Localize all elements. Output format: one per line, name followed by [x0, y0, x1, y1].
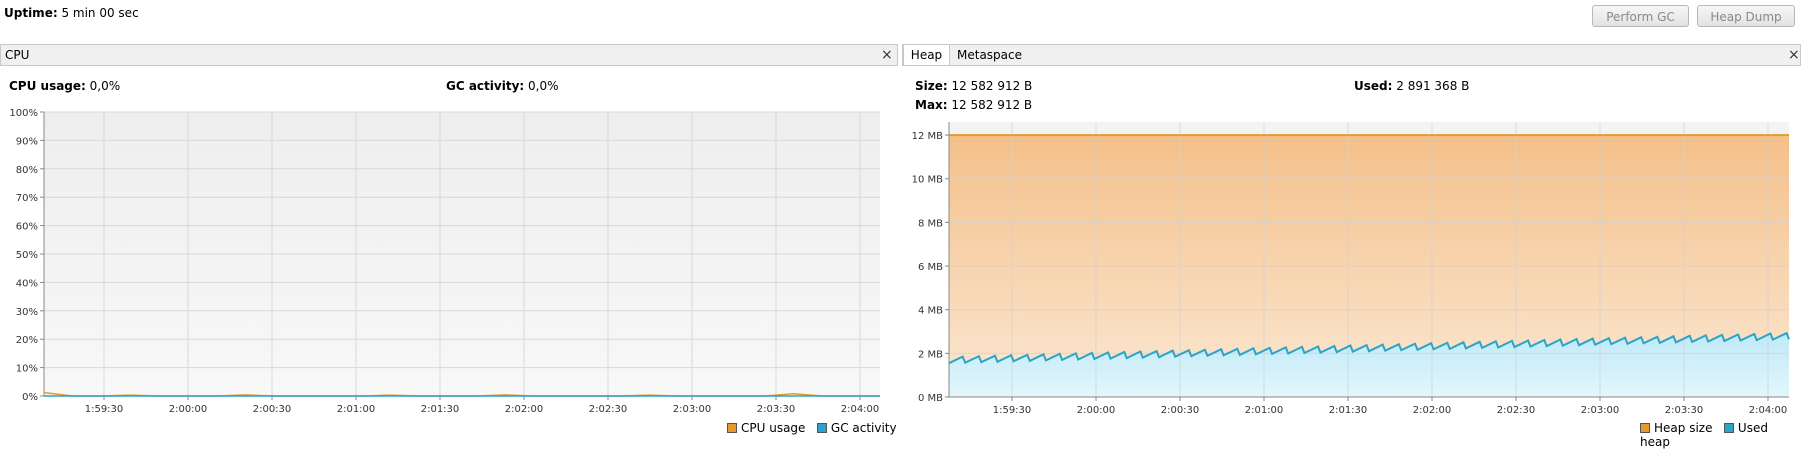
heap-x-tick-label: 2:00:00	[1077, 405, 1116, 416]
gc-activity-label: GC activity:	[446, 79, 525, 93]
cpu-y-tick-label: 100%	[9, 108, 38, 119]
heap-used-value: 2 891 368 B	[1396, 79, 1470, 93]
heap-max-value: 12 582 912 B	[951, 98, 1033, 112]
cpu-x-tick-label: 2:04:00	[841, 404, 880, 415]
used-heap-legend-swatch	[1723, 423, 1734, 433]
heap-size-value: 12 582 912 B	[951, 79, 1033, 93]
uptime-label: Uptime:	[4, 6, 58, 20]
cpu-x-tick-label: 1:59:30	[85, 404, 124, 415]
used-heap-legend-label: Used heap	[1640, 421, 1768, 449]
cpu-usage-row: CPU usage: 0,0%	[9, 79, 120, 93]
heap-x-tick-label: 2:01:30	[1329, 405, 1368, 416]
uptime-row: Uptime: 5 min 00 sec	[4, 6, 139, 20]
cpu-panel-header: CPU ×	[0, 44, 898, 66]
uptime-value: 5 min 00 sec	[61, 6, 139, 20]
heap-used-row: Used: 2 891 368 B	[1354, 79, 1469, 93]
heap-chart: 0 MB 2 MB 4 MB 6 MB 8 MB 10 MB 12 MB 1:59:30 2:0…	[912, 122, 1790, 416]
cpu-y-tick-label: 50%	[16, 250, 38, 261]
perform-gc-button[interactable]: Perform GC	[1592, 5, 1689, 27]
heap-x-tick-label: 2:03:30	[1665, 405, 1704, 416]
cpu-y-tick-label: 60%	[16, 222, 38, 233]
heap-y-tick-label: 8 MB	[918, 218, 943, 229]
cpu-chart: 0% 10% 20% 30% 40% 50% 60% 70% 80% 90% 100% 1:59:30…	[9, 108, 880, 415]
heap-max-label: Max:	[915, 98, 948, 112]
cpu-usage-legend-label: CPU usage	[741, 421, 806, 435]
heap-dump-button[interactable]: Heap Dump	[1697, 5, 1795, 27]
cpu-x-tick-label: 2:03:00	[673, 404, 712, 415]
heap-x-tick-label: 2:04:00	[1749, 405, 1788, 416]
heap-legend: Heap size Used heap	[1640, 421, 1801, 449]
gc-activity-value: 0,0%	[528, 79, 559, 93]
memory-panel-close-icon[interactable]: ×	[1788, 47, 1800, 63]
cpu-y-tick-label: 30%	[16, 307, 38, 318]
heap-x-tick-label: 2:02:30	[1497, 405, 1536, 416]
tab-heap[interactable]: Heap	[903, 45, 950, 65]
cpu-y-tick-label: 40%	[16, 278, 38, 289]
heap-y-tick-label: 2 MB	[918, 349, 943, 360]
cpu-x-tick-label: 2:03:30	[757, 404, 796, 415]
gc-activity-legend-label: GC activity	[830, 421, 897, 435]
cpu-y-tick-label: 10%	[16, 364, 38, 375]
heap-x-tick-label: 1:59:30	[993, 405, 1032, 416]
heap-y-tick-label: 6 MB	[918, 262, 943, 273]
cpu-x-tick-label: 2:02:00	[505, 404, 544, 415]
tab-metaspace[interactable]: Metaspace	[957, 48, 1022, 62]
heap-size-legend-label: Heap size	[1654, 421, 1713, 435]
heap-x-tick-label: 2:00:30	[1161, 405, 1200, 416]
cpu-panel-close-icon[interactable]: ×	[881, 47, 893, 63]
heap-size-label: Size:	[915, 79, 948, 93]
cpu-y-tick-label: 70%	[16, 193, 38, 204]
cpu-usage-label: CPU usage:	[9, 79, 86, 93]
cpu-panel-title: CPU	[5, 48, 30, 62]
gc-activity-legend-swatch	[816, 423, 827, 433]
heap-size-row: Size: 12 582 912 B	[915, 79, 1032, 93]
cpu-x-tick-label: 2:00:30	[253, 404, 292, 415]
memory-panel-header: Heap Metaspace ×	[902, 44, 1801, 66]
heap-y-tick-label: 4 MB	[918, 306, 943, 317]
used-heap-line	[948, 331, 1790, 365]
cpu-y-tick-label: 90%	[16, 136, 38, 147]
heap-y-tick-label: 12 MB	[912, 131, 944, 142]
gc-activity-row: GC activity: 0,0%	[446, 79, 559, 93]
heap-y-tick-label: 0 MB	[918, 393, 943, 404]
heap-x-tick-label: 2:01:00	[1245, 405, 1284, 416]
cpu-usage-legend-swatch	[727, 423, 737, 433]
heap-size-legend-swatch	[1640, 423, 1650, 433]
cpu-y-tick-label: 80%	[16, 165, 38, 176]
cpu-usage-value: 0,0%	[89, 79, 121, 93]
cpu-x-tick-label: 2:01:00	[337, 404, 376, 415]
cpu-legend: CPU usage GC activity	[727, 421, 897, 435]
heap-used-label: Used:	[1354, 79, 1393, 93]
used-heap-area	[949, 333, 1789, 397]
heap-x-tick-label: 2:02:00	[1413, 405, 1452, 416]
heap-y-tick-label: 10 MB	[912, 175, 944, 186]
heap-max-row: Max: 12 582 912 B	[915, 98, 1032, 112]
cpu-y-tick-label: 20%	[16, 335, 38, 346]
cpu-y-tick-label: 0%	[22, 392, 38, 403]
cpu-x-tick-label: 2:02:30	[589, 404, 628, 415]
cpu-x-tick-label: 2:01:30	[421, 404, 460, 415]
heap-x-tick-label: 2:03:00	[1581, 405, 1620, 416]
cpu-x-tick-label: 2:00:00	[169, 404, 208, 415]
